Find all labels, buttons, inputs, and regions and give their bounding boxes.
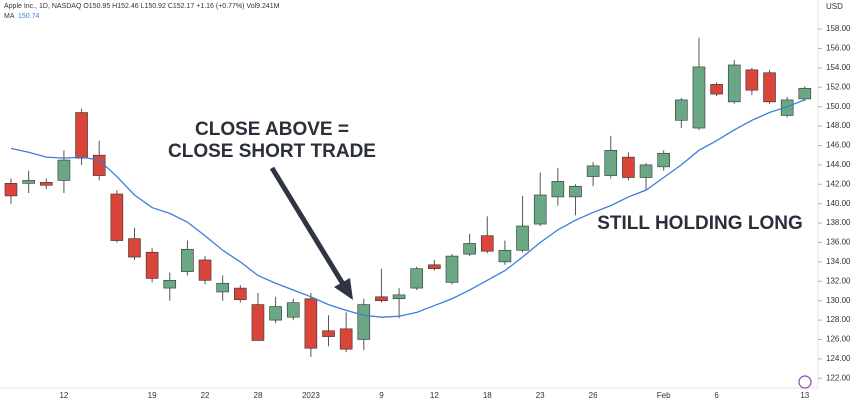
y-tick-label: 124.00: [826, 354, 851, 363]
candle-body: [675, 99, 688, 121]
ma-value: 150.74: [18, 13, 40, 20]
candle-body: [4, 183, 18, 197]
candle-body: [480, 235, 494, 252]
candle-body: [39, 182, 53, 186]
candle-body: [110, 193, 124, 241]
candle-body: [798, 87, 812, 100]
y-tick-label: 142.00: [826, 179, 851, 188]
candle-body: [516, 225, 529, 251]
arrow: [269, 166, 346, 286]
header: Apple Inc., 1D, NASDAQ O150.95 H152.46 L…: [4, 3, 280, 10]
candle-body: [251, 304, 265, 341]
y-tick-label: 156.00: [826, 44, 851, 53]
x-tick-label: 12: [59, 391, 68, 400]
y-tick-label: 126.00: [826, 335, 851, 344]
candle-body: [657, 152, 670, 168]
y-tick-label: 132.00: [826, 276, 851, 285]
candle-body: [763, 72, 776, 103]
annotation: CLOSE ABOVE =: [195, 119, 349, 140]
annotation: STILL HOLDING LONG: [597, 213, 802, 234]
y-tick-label: 154.00: [826, 63, 851, 72]
candle-body: [145, 251, 159, 279]
candle-body: [216, 282, 229, 293]
candle-body: [463, 243, 476, 255]
x-tick-label: 6: [714, 391, 719, 400]
annotation: CLOSE SHORT TRADE: [168, 141, 376, 162]
candle-body: [410, 268, 424, 289]
candle-body: [234, 287, 247, 301]
x-tick-label: 23: [536, 391, 545, 400]
candle-body: [269, 306, 282, 321]
y-tick-label: 152.00: [826, 82, 851, 91]
candle-body: [339, 328, 353, 350]
x-tick-label: 13: [800, 391, 809, 400]
x-tick-label: 2023: [302, 391, 320, 400]
candle-body: [710, 84, 723, 95]
y-tick-label: 136.00: [826, 238, 851, 247]
candle-body: [181, 248, 194, 272]
candle-body: [304, 298, 318, 349]
y-tick-label: 128.00: [826, 315, 851, 324]
currency: USD: [826, 2, 843, 11]
y-tick-label: 148.00: [826, 121, 851, 130]
candle-body: [586, 165, 600, 177]
candle-body: [428, 264, 441, 269]
candle-body: [604, 150, 618, 176]
y-tick-label: 158.00: [826, 24, 851, 33]
y-tick-label: 140.00: [826, 199, 851, 208]
x-tick-label: Feb: [657, 391, 671, 400]
candle-body: [533, 194, 547, 225]
x-tick-label: 19: [148, 391, 157, 400]
ma-label: MA: [4, 13, 15, 20]
candle-body: [745, 69, 759, 91]
y-tick-label: 138.00: [826, 218, 851, 227]
candle-body: [780, 99, 794, 116]
x-tick-label: 22: [201, 391, 210, 400]
candle-body: [75, 112, 88, 159]
candle-body: [57, 159, 71, 181]
y-tick-label: 146.00: [826, 141, 851, 150]
x-tick-label: 9: [379, 391, 384, 400]
candle-body: [692, 66, 706, 129]
candle-body: [622, 156, 635, 178]
candle-body: [322, 330, 335, 337]
icon: [798, 375, 812, 389]
candle-body: [163, 280, 177, 289]
x-tick-label: 18: [483, 391, 492, 400]
x-tick-label: 28: [254, 391, 263, 400]
candle-body: [498, 249, 512, 263]
y-tick-label: 122.00: [826, 373, 851, 382]
candle-body: [392, 294, 406, 300]
candle-body: [92, 154, 106, 176]
x-tick-label: 26: [589, 391, 598, 400]
x-tick-label: 12: [430, 391, 439, 400]
candle-body: [569, 185, 582, 198]
y-tick-label: 134.00: [826, 257, 851, 266]
candle-body: [727, 64, 741, 103]
y-tick-label: 130.00: [826, 296, 851, 305]
candle-body: [639, 164, 653, 178]
candle-body: [357, 304, 371, 340]
candle-body: [286, 302, 300, 318]
candle-body: [198, 259, 212, 281]
candle-body: [445, 255, 459, 283]
candle-body: [22, 180, 35, 184]
arrow-head: [334, 278, 353, 300]
y-tick-label: 150.00: [826, 102, 851, 111]
ma-line: [10, 99, 806, 318]
candle-body: [128, 238, 141, 258]
candle-body: [551, 181, 565, 198]
y-tick-label: 144.00: [826, 160, 851, 169]
candle-body: [375, 296, 388, 302]
